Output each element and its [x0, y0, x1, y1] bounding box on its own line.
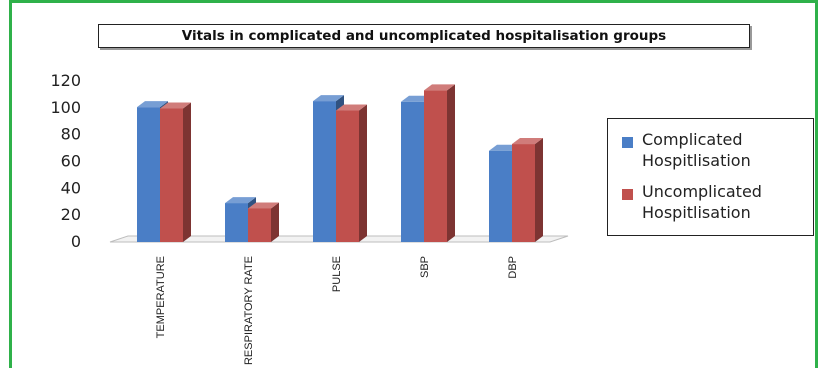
x-tick-label: TEMPERATURE: [155, 256, 167, 338]
figure-frame: [9, 0, 818, 368]
x-tick-label: PULSE: [331, 256, 343, 292]
legend-swatch-complicated: [622, 137, 633, 148]
legend-item-uncomplicated: Uncomplicated Hospitlisation: [622, 181, 812, 223]
bar: [225, 203, 248, 242]
x-tick-label: RESPIRATORY RATE: [243, 256, 255, 365]
bar-side: [359, 104, 367, 243]
legend-label-complicated: Complicated Hospitlisation: [642, 130, 751, 170]
y-tick-label: 0: [71, 232, 81, 251]
bar: [137, 107, 160, 242]
bar-top: [137, 101, 168, 108]
legend-label-uncomplicated: Uncomplicated Hospitlisation: [642, 182, 762, 222]
bar-side: [183, 102, 191, 242]
legend-swatch-uncomplicated: [622, 189, 633, 200]
x-tick-label: SBP: [419, 256, 431, 278]
bar-side: [535, 138, 543, 242]
bar-top: [424, 84, 455, 91]
bar-top: [160, 102, 191, 109]
legend: Complicated Hospitlisation Uncomplicated…: [607, 118, 814, 236]
bar-top: [313, 95, 344, 102]
legend-item-complicated: Complicated Hospitlisation: [622, 129, 812, 171]
y-tick-label: 60: [61, 152, 81, 171]
bar-side: [447, 84, 455, 243]
bar: [248, 208, 271, 242]
bar-top: [248, 202, 279, 209]
bar: [336, 110, 359, 243]
bar: [160, 108, 183, 242]
bar-top: [336, 104, 367, 111]
y-tick-label: 100: [50, 98, 81, 117]
y-tick-label: 40: [61, 178, 81, 197]
bar: [424, 90, 447, 243]
bar: [489, 150, 512, 242]
x-tick-label: DBP: [507, 256, 519, 279]
bar-top: [512, 138, 543, 145]
chart-title: Vitals in complicated and uncomplicated …: [98, 24, 750, 48]
y-tick-label: 80: [61, 125, 81, 144]
bar-side: [271, 202, 279, 242]
bar: [313, 101, 336, 242]
bar: [512, 144, 535, 242]
bar-top: [225, 197, 256, 204]
y-tick-label: 120: [50, 71, 81, 90]
y-tick-label: 20: [61, 205, 81, 224]
bar: [401, 101, 424, 242]
